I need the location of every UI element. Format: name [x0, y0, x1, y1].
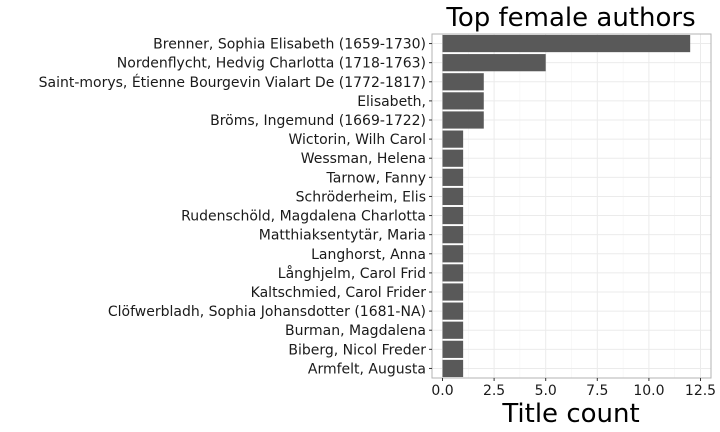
- category-label: Bröms, Ingemund (1669-1722): [210, 113, 426, 129]
- category-label: Clöfwerbladh, Sophia Johansdotter (1681-…: [108, 304, 426, 320]
- x-axis-title: Title count: [501, 399, 639, 429]
- category-label: Långhjelm, Carol Frid: [278, 265, 426, 282]
- category-labels: Brenner, Sophia Elisabeth (1659-1730) Nor…: [39, 37, 432, 377]
- plot-panel: [431, 33, 712, 379]
- bar: [442, 206, 464, 225]
- category-label: Kaltschmied, Carol Frider: [251, 285, 427, 301]
- bar: [442, 73, 484, 91]
- bar: [442, 321, 464, 339]
- category-label: Armfelt, Augusta: [308, 361, 426, 377]
- category-label: Wictorin, Wilh Carol: [289, 132, 427, 148]
- category-label: Biberg, Nicol Freder: [288, 342, 426, 358]
- chart-title: Top female authors: [445, 3, 695, 33]
- bar: [442, 302, 464, 320]
- bar: [442, 92, 484, 110]
- category-label: Burman, Magdalena: [285, 323, 426, 339]
- bar: [442, 34, 691, 53]
- bar: [442, 111, 484, 129]
- bar: [442, 283, 464, 301]
- x-tick-label: 7.5: [586, 383, 608, 399]
- category-label: Wessman, Helena: [301, 151, 426, 167]
- bar: [442, 130, 464, 148]
- bar: [442, 54, 546, 72]
- bar: [442, 149, 464, 167]
- x-tick-label: 5.0: [535, 383, 557, 399]
- category-label: Rudenschöld, Magdalena Charlotta: [181, 209, 426, 225]
- category-label: Nordenflycht, Hedvig Charlotta (1718-176…: [117, 56, 426, 72]
- x-tick-label: 12.5: [685, 383, 716, 399]
- bar: [442, 264, 464, 282]
- x-tick-label: 0.0: [431, 383, 453, 399]
- category-label: Brenner, Sophia Elisabeth (1659-1730): [153, 37, 426, 53]
- bar: [442, 187, 464, 206]
- category-label: Tarnow, Fanny: [326, 170, 427, 186]
- category-label: Langhorst, Anna: [311, 247, 426, 263]
- x-axis-ticks: 0.0 2.5 5.0 7.5 10.0 12.5: [431, 378, 716, 399]
- bar: [442, 226, 464, 244]
- x-tick-label: 2.5: [483, 383, 505, 399]
- category-label: Matthiaksentytär, Maria: [259, 228, 426, 244]
- bars: [442, 34, 691, 378]
- bar: [442, 359, 464, 378]
- bar: [442, 340, 464, 358]
- bar: [442, 245, 464, 263]
- bar: [442, 168, 464, 186]
- category-label: Elisabeth,: [357, 94, 426, 110]
- panel-border: [431, 33, 712, 379]
- x-tick-label: 10.0: [633, 383, 664, 399]
- category-label: Saint-morys, Étienne Bourgevin Vialart D…: [39, 74, 426, 91]
- category-label: Schröderheim, Elis: [296, 189, 426, 205]
